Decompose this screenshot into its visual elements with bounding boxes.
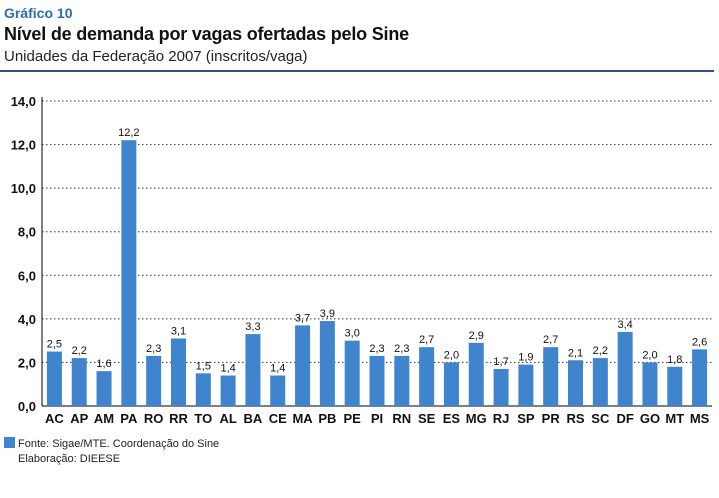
bar (195, 373, 211, 406)
y-tick-label: 4,0 (18, 312, 36, 327)
y-tick-label: 2,0 (18, 355, 36, 370)
bar (369, 355, 385, 406)
bar-value-label: 2,3 (394, 343, 409, 355)
bar (617, 331, 633, 406)
bar-value-label: 2,3 (146, 343, 161, 355)
x-tick-label: RJ (493, 411, 510, 426)
bar (270, 375, 286, 406)
bar (146, 355, 162, 406)
source-text: Fonte: Sigae/MTE. Coordenação do Sine (18, 438, 220, 450)
bar-value-label: 3,0 (345, 328, 360, 340)
x-tick-label: SP (517, 411, 535, 426)
bar (543, 347, 559, 406)
x-tick-label: CE (269, 411, 287, 426)
bar (667, 366, 683, 406)
x-tick-label: MT (665, 411, 684, 426)
bar-value-label: 12,2 (118, 127, 139, 139)
bar (642, 362, 658, 406)
bar (46, 351, 62, 406)
x-tick-label: RR (169, 411, 188, 426)
x-tick-label: AC (45, 411, 64, 426)
bar-value-label: 2,0 (642, 349, 657, 361)
bar-value-label: 3,4 (617, 319, 632, 331)
bar (419, 347, 435, 406)
bar (319, 321, 335, 406)
bar-value-label: 2,9 (469, 330, 484, 342)
bar-value-label: 3,9 (320, 308, 335, 320)
bar-value-label: 1,4 (270, 363, 285, 375)
bar (692, 349, 708, 406)
bar-value-label: 1,6 (96, 358, 111, 370)
bar (71, 358, 87, 406)
x-tick-label: PA (120, 411, 138, 426)
y-tick-label: 12,0 (11, 138, 36, 153)
chart-title: Nível de demanda por vagas ofertadas pel… (4, 24, 409, 44)
bar (493, 368, 509, 406)
x-tick-label: MA (292, 411, 313, 426)
header-divider (0, 70, 714, 72)
y-tick-label: 14,0 (11, 94, 36, 109)
x-tick-label: PR (542, 411, 561, 426)
x-tick-label: AL (219, 411, 236, 426)
bar-value-label: 2,2 (593, 345, 608, 357)
y-tick-label: 6,0 (18, 268, 36, 283)
figure-label: Gráfico 10 (4, 5, 73, 21)
y-tick-label: 0,0 (18, 399, 36, 414)
x-tick-label: SE (418, 411, 436, 426)
bar (295, 325, 311, 406)
bar (220, 375, 236, 406)
bar-value-label: 1,7 (493, 356, 508, 368)
bar (394, 355, 410, 406)
bar (344, 340, 360, 406)
bar-value-label: 3,3 (245, 321, 260, 333)
bar (468, 342, 484, 406)
y-tick-label: 8,0 (18, 225, 36, 240)
bar-value-label: 1,4 (220, 363, 235, 375)
bar-value-label: 2,2 (72, 345, 87, 357)
bar-value-label: 2,7 (543, 334, 558, 346)
bar-chart: 0,0 2,0 4,0 6,0 8,0 10,0 12,0 14,0 2,5 AC 2,2 AP 1,6… (11, 94, 712, 426)
bar-value-label: 1,9 (518, 352, 533, 364)
source-note: Fonte: Sigae/MTE. Coordenação do Sine (4, 437, 219, 450)
bar-value-label: 2,7 (419, 334, 434, 346)
bar (96, 371, 112, 406)
bar-value-label: 1,5 (196, 360, 211, 372)
x-tick-label: RO (144, 411, 164, 426)
x-tick-label: RN (392, 411, 411, 426)
bar-value-label: 2,3 (369, 343, 384, 355)
bar (568, 360, 584, 406)
chart-subtitle: Unidades da Federação 2007 (inscritos/va… (4, 48, 308, 65)
x-tick-label: ES (443, 411, 461, 426)
bar (592, 358, 608, 406)
x-tick-label: AP (70, 411, 88, 426)
x-tick-label: GO (640, 411, 660, 426)
credit-note: Elaboração: DIEESE (18, 453, 121, 465)
x-tick-label: TO (194, 411, 212, 426)
bar-value-label: 2,0 (444, 349, 459, 361)
x-tick-label: RS (566, 411, 584, 426)
x-tick-label: BA (244, 411, 263, 426)
bar (245, 334, 261, 406)
x-tick-label: DF (616, 411, 633, 426)
x-tick-label: PB (318, 411, 336, 426)
bar-value-label: 3,7 (295, 312, 310, 324)
x-tick-label: SC (591, 411, 610, 426)
bar-value-label: 3,1 (171, 325, 186, 337)
bar (121, 140, 137, 406)
bar-value-label: 2,5 (47, 339, 62, 351)
bar (518, 364, 534, 406)
y-tick-label: 10,0 (11, 181, 36, 196)
x-tick-label: MS (690, 411, 710, 426)
x-tick-label: MG (466, 411, 487, 426)
bar-value-label: 2,1 (568, 347, 583, 359)
x-tick-label: PI (371, 411, 383, 426)
bar (170, 338, 186, 406)
bar-value-label: 2,6 (692, 336, 707, 348)
bar (443, 362, 459, 406)
x-tick-label: AM (94, 411, 114, 426)
bar-value-label: 1,8 (667, 354, 682, 366)
x-tick-label: PE (344, 411, 362, 426)
legend-swatch (4, 437, 15, 448)
